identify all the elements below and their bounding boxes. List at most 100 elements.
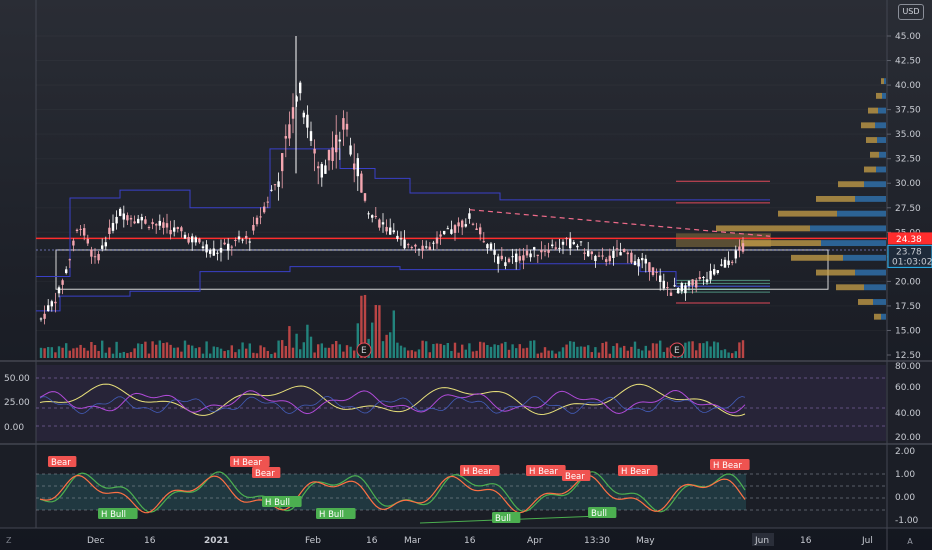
candle-body[interactable] [522, 255, 525, 261]
candle-body[interactable] [144, 219, 147, 224]
candle-body[interactable] [198, 238, 201, 243]
candle-body[interactable] [425, 246, 428, 248]
candle-body[interactable] [486, 244, 489, 249]
candle-body[interactable] [273, 184, 277, 186]
candle-body[interactable] [360, 173, 363, 193]
candle-body[interactable] [270, 189, 273, 191]
candle-body[interactable] [93, 256, 97, 258]
candle-body[interactable] [306, 114, 309, 128]
candle-body[interactable] [248, 241, 251, 243]
candle-body[interactable] [165, 223, 169, 228]
candle-body[interactable] [39, 318, 43, 320]
candle-body[interactable] [515, 253, 518, 263]
candle-body[interactable] [403, 239, 406, 249]
candle-body[interactable] [101, 245, 104, 249]
candle-body[interactable] [565, 238, 568, 240]
candle-body[interactable] [104, 242, 107, 247]
candle-body[interactable] [687, 281, 691, 286]
candle-body[interactable] [407, 244, 410, 246]
candle-body[interactable] [529, 253, 532, 258]
candle-body[interactable] [587, 250, 590, 257]
candle-body[interactable] [666, 287, 669, 289]
candle-body[interactable] [435, 237, 439, 244]
candle-body[interactable] [342, 118, 345, 130]
candle-body[interactable] [396, 235, 399, 239]
candle-body[interactable] [255, 217, 259, 225]
candle-body[interactable] [705, 279, 709, 283]
candle-body[interactable] [637, 259, 640, 267]
candle-body[interactable] [61, 280, 64, 285]
candle-body[interactable] [191, 236, 194, 243]
candle-body[interactable] [432, 242, 435, 244]
candle-body[interactable] [684, 285, 687, 294]
candle-body[interactable] [453, 225, 457, 233]
candle-body[interactable] [97, 254, 100, 261]
candle-body[interactable] [615, 248, 619, 250]
candle-body[interactable] [183, 234, 187, 239]
candle-body[interactable] [90, 249, 93, 257]
candle-body[interactable] [259, 216, 262, 218]
candle-body[interactable] [331, 147, 334, 162]
candle-body[interactable] [320, 164, 323, 178]
candle-body[interactable] [421, 245, 424, 251]
candle-body[interactable] [173, 227, 176, 232]
candle-body[interactable] [201, 246, 205, 249]
candle-body[interactable] [371, 215, 374, 218]
candle-body[interactable] [518, 256, 521, 261]
candle-body[interactable] [212, 248, 215, 256]
candle-body[interactable] [129, 217, 133, 220]
candle-body[interactable] [72, 240, 75, 246]
candle-body[interactable] [302, 112, 305, 118]
candle-body[interactable] [252, 224, 255, 231]
candle-body[interactable] [525, 250, 529, 256]
candle-body[interactable] [313, 148, 316, 154]
candle-body[interactable] [140, 216, 143, 221]
candle-body[interactable] [457, 222, 460, 227]
candle-body[interactable] [601, 255, 604, 257]
candle-body[interactable] [299, 82, 302, 94]
candle-body[interactable] [608, 255, 611, 262]
auto-scale-button[interactable]: A [907, 537, 913, 546]
candle-body[interactable] [626, 252, 629, 255]
candle-body[interactable] [263, 206, 266, 213]
candle-body[interactable] [324, 165, 327, 174]
candle-body[interactable] [399, 238, 403, 240]
candle-body[interactable] [86, 238, 89, 244]
candle-body[interactable] [410, 247, 413, 249]
candle-body[interactable] [709, 270, 712, 280]
candle-body[interactable] [68, 259, 71, 261]
candle-body[interactable] [504, 262, 507, 267]
candle-body[interactable] [317, 166, 320, 169]
candle-body[interactable] [680, 283, 683, 292]
candle-body[interactable] [291, 107, 295, 119]
candle-body[interactable] [716, 270, 719, 273]
candle-body[interactable] [245, 235, 248, 239]
candle-body[interactable] [482, 241, 485, 243]
candle-body[interactable] [234, 239, 237, 241]
candle-body[interactable] [734, 250, 737, 259]
candle-body[interactable] [533, 247, 536, 250]
candle-body[interactable] [583, 252, 586, 254]
candle-body[interactable] [266, 201, 269, 203]
candle-body[interactable] [180, 227, 183, 232]
candle-body[interactable] [702, 277, 705, 279]
candle-body[interactable] [561, 241, 565, 245]
candle-body[interactable] [241, 239, 244, 241]
candle-body[interactable] [590, 251, 593, 255]
candle-body[interactable] [731, 261, 734, 263]
candle-body[interactable] [558, 247, 561, 249]
candle-body[interactable] [309, 131, 313, 141]
candle-body[interactable] [630, 252, 633, 263]
candle-body[interactable] [489, 243, 493, 250]
candle-body[interactable] [194, 237, 197, 243]
candle-body[interactable] [385, 226, 388, 232]
candle-body[interactable] [439, 234, 442, 237]
candle-body[interactable] [659, 275, 662, 282]
candle-body[interactable] [727, 260, 730, 266]
candle-body[interactable] [288, 124, 291, 139]
candle-body[interactable] [43, 313, 46, 319]
candle-body[interactable] [464, 224, 467, 227]
candle-body[interactable] [75, 229, 79, 231]
